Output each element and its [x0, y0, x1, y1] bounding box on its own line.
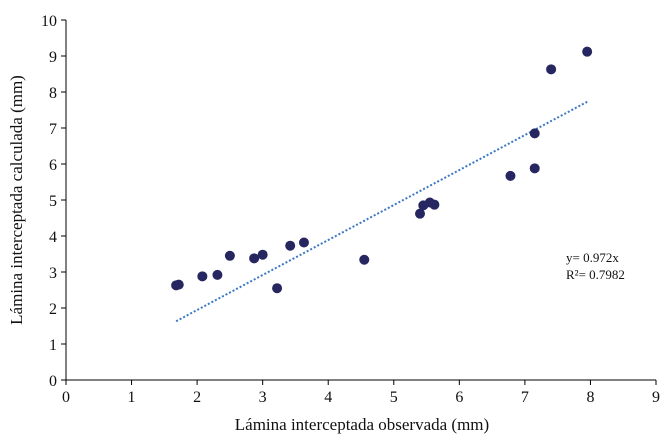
data-point: [359, 254, 370, 265]
x-tick-label: 2: [193, 389, 201, 406]
data-point: [415, 208, 425, 219]
y-tick-label: 2: [49, 301, 57, 318]
y-tick-label: 3: [49, 265, 57, 282]
x-tick-label: 5: [390, 389, 398, 406]
x-axis-ticks: 0 1 2 3 4 5 6 7 8 9: [62, 380, 660, 406]
data-point: [429, 199, 440, 210]
y-tick-label: 8: [49, 85, 57, 102]
x-tick-label: 6: [455, 389, 463, 406]
data-point: [212, 269, 223, 280]
x-axis-title: Lámina interceptada observada (mm): [235, 415, 489, 434]
data-point: [257, 249, 268, 260]
data-point: [529, 163, 540, 174]
data-point: [505, 170, 516, 181]
x-tick-label: 3: [259, 389, 267, 406]
y-tick-label: 5: [49, 193, 57, 210]
data-point: [224, 250, 235, 261]
x-tick-label: 9: [652, 389, 660, 406]
data-point: [546, 64, 557, 75]
x-tick-label: 4: [324, 389, 332, 406]
data-point: [285, 240, 296, 251]
x-tick-label: 0: [62, 389, 70, 406]
y-tick-label: 10: [41, 13, 57, 30]
y-axis-title: Lámina interceptada calculada (mm): [7, 75, 26, 325]
y-tick-label: 9: [49, 49, 57, 66]
y-tick-label: 1: [49, 337, 57, 354]
x-tick-label: 8: [586, 389, 594, 406]
data-point: [249, 253, 260, 264]
trendline: [175, 100, 588, 323]
y-tick-label: 7: [49, 121, 57, 138]
x-tick-label: 7: [521, 389, 529, 406]
x-tick-label: 1: [128, 389, 136, 406]
data-point: [298, 237, 309, 248]
y-axis-ticks: 0 1 2 3 4 5 6 7 8 9 10: [41, 13, 66, 390]
data-point: [582, 46, 593, 57]
data-points: [171, 46, 593, 294]
r-squared-label: R²= 0.7982: [566, 267, 625, 282]
y-tick-label: 0: [49, 373, 57, 390]
y-tick-label: 4: [49, 229, 57, 246]
data-point: [529, 128, 540, 139]
data-point: [197, 271, 208, 282]
y-tick-label: 6: [49, 157, 57, 174]
data-point: [272, 283, 283, 294]
trendline-equation: y= 0.972x: [566, 250, 619, 265]
data-point: [173, 279, 184, 290]
